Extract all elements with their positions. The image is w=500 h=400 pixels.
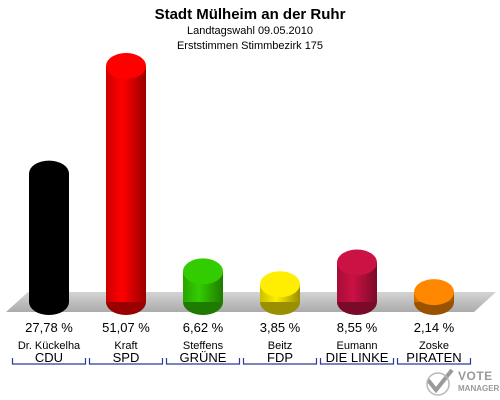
- party-underline: [242, 358, 318, 365]
- value-label: 8,55 %: [337, 320, 378, 335]
- value-label: 27,78 %: [25, 320, 73, 335]
- chart-title: Stadt Mülheim an der Ruhr: [154, 6, 346, 23]
- party-underline: [11, 358, 87, 365]
- logo-text-vote: VOTE: [458, 369, 493, 383]
- bar-cdu: [29, 160, 69, 315]
- value-label: 3,85 %: [260, 320, 301, 335]
- logo-text-manager: MANAGER: [458, 384, 500, 393]
- party-label: CDU: [35, 350, 63, 365]
- value-label: 51,07 %: [102, 320, 150, 335]
- candidate-label: Beitz: [268, 340, 292, 352]
- value-label: 6,62 %: [183, 320, 224, 335]
- bar-die-linke: [337, 249, 377, 315]
- value-label: 2,14 %: [414, 320, 455, 335]
- candidate-label: Zoske: [419, 340, 449, 352]
- candidate-label: Eumann: [337, 340, 378, 352]
- party-label: DIE LINKE: [326, 350, 389, 365]
- candidate-label: Kraft: [114, 340, 137, 352]
- check-mark-icon: [426, 368, 454, 396]
- party-label: PIRATEN: [406, 350, 461, 365]
- bar-piraten: [414, 279, 454, 315]
- chart-subtitle-election: Landtagswahl 09.05.2010: [187, 25, 313, 37]
- candidate-label: Dr. Kückelha: [18, 340, 81, 352]
- party-label: SPD: [113, 350, 140, 365]
- party-underline: [396, 358, 472, 365]
- party-underline: [165, 358, 241, 365]
- party-label: GRÜNE: [180, 350, 227, 365]
- bar-grüne: [183, 258, 223, 315]
- party-label: FDP: [267, 350, 293, 365]
- chart-subtitle-district: Erststimmen Stimmbezirk 175: [176, 40, 324, 52]
- vote-manager-logo: [426, 368, 454, 396]
- candidate-label: Steffens: [183, 340, 224, 352]
- party-underline: [319, 358, 395, 365]
- party-underline: [88, 358, 164, 365]
- bar-fdp: [260, 271, 300, 315]
- bar-spd: [106, 53, 146, 315]
